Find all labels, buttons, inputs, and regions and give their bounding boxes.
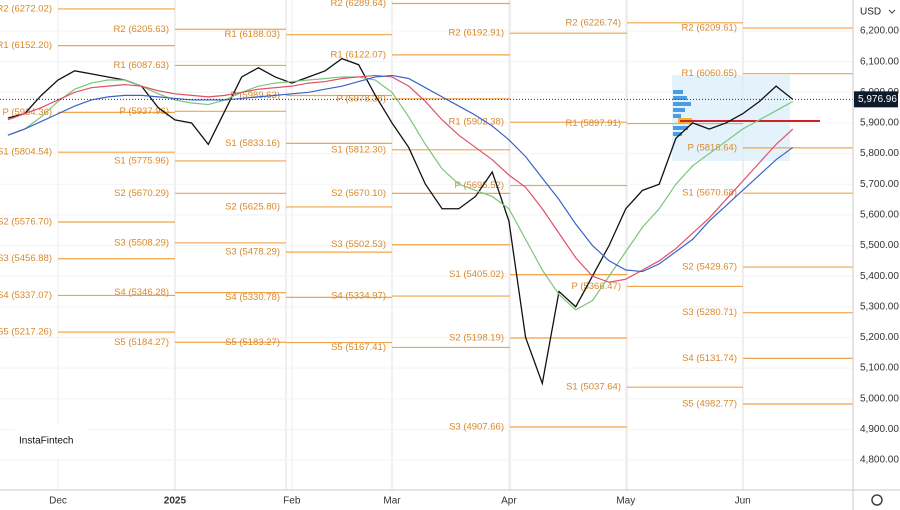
pivot-label: S3 (5508.29) bbox=[114, 237, 169, 248]
pivot-label: R1 (6060.65) bbox=[682, 68, 737, 79]
currency-caret[interactable] bbox=[888, 9, 896, 14]
pivot-label: S2 (5625.80) bbox=[225, 201, 280, 212]
y-tick-label: 6,100.00 bbox=[860, 56, 899, 67]
pivot-label: S1 (5775.96) bbox=[114, 155, 169, 166]
x-tick-label: Apr bbox=[501, 496, 517, 507]
profile-bar bbox=[673, 102, 691, 106]
last-price-box bbox=[854, 91, 898, 108]
pivot-label: P (5989.63) bbox=[231, 90, 280, 101]
pivot-label: S3 (4907.66) bbox=[449, 422, 504, 433]
last-price-label: 5,976.96 bbox=[858, 94, 897, 105]
x-tick-label: Mar bbox=[383, 496, 401, 507]
pivot-label: S5 (5183.27) bbox=[225, 337, 280, 348]
y-tick-label: 4,800.00 bbox=[860, 455, 899, 466]
pivot-label: P (5937.96) bbox=[120, 106, 169, 117]
y-tick-label: 5,900.00 bbox=[860, 118, 899, 129]
pivot-label: R1 (5897.91) bbox=[566, 118, 621, 129]
brand-box bbox=[14, 424, 88, 458]
pivot-levels: R2 (6272.02)R1 (6152.20)P (5934.36)S1 (5… bbox=[0, 0, 853, 433]
pivot-label: R2 (6209.61) bbox=[682, 23, 737, 34]
y-tick-label: 5,600.00 bbox=[860, 209, 899, 220]
pivot-label: S1 (5037.64) bbox=[566, 382, 621, 393]
pivot-label: S4 (5330.78) bbox=[225, 292, 280, 303]
pivot-label: S4 (5346.28) bbox=[114, 287, 169, 298]
pivot-label: S5 (5184.27) bbox=[114, 337, 169, 348]
moving-average bbox=[7, 74, 794, 273]
x-tick-label: 2025 bbox=[164, 496, 187, 507]
pivot-label: S3 (5280.71) bbox=[682, 307, 737, 318]
pivot-label: S2 (5670.10) bbox=[331, 188, 386, 199]
pivot-label: S5 (5167.41) bbox=[331, 342, 386, 353]
pivot-label: S2 (5198.19) bbox=[449, 332, 504, 343]
pivot-label: R2 (6226.74) bbox=[566, 17, 621, 28]
pivot-label: S4 (5131.74) bbox=[682, 353, 737, 364]
profile-bar bbox=[673, 90, 683, 94]
profile-bar bbox=[673, 132, 682, 136]
x-tick-label: Feb bbox=[283, 496, 301, 507]
profile-bar bbox=[673, 126, 688, 130]
profile-bar bbox=[673, 96, 687, 100]
currency[interactable]: USD bbox=[860, 7, 881, 18]
moving-average bbox=[7, 76, 794, 311]
pivot-label: R2 (6192.91) bbox=[449, 28, 504, 39]
profile-bar bbox=[673, 108, 685, 112]
pivot-label: P (5695.52) bbox=[455, 180, 504, 191]
pivot-label: P (5366.47) bbox=[572, 281, 621, 292]
pivot-label: P (5978.38) bbox=[337, 93, 386, 104]
pivot-label: S4 (5337.07) bbox=[0, 290, 52, 301]
y-tick-label: 5,100.00 bbox=[860, 363, 899, 374]
plot bbox=[0, 57, 853, 386]
pivot-label: R1 (6122.07) bbox=[331, 49, 386, 60]
pivot-label: S3 (5502.53) bbox=[331, 239, 386, 250]
pivot-label: S2 (5576.70) bbox=[0, 217, 52, 228]
x-tick-label: May bbox=[616, 496, 635, 507]
pivot-label: R2 (6272.02) bbox=[0, 3, 52, 14]
pivot-label: S1 (5833.16) bbox=[225, 138, 280, 149]
y-tick-label: 5,400.00 bbox=[860, 271, 899, 282]
y-tick-label: 5,800.00 bbox=[860, 148, 899, 159]
pivot-label: S5 (4982.77) bbox=[682, 399, 737, 410]
pivot-label: S3 (5478.29) bbox=[225, 247, 280, 258]
y-tick-label: 5,300.00 bbox=[860, 301, 899, 312]
pivot-label: S5 (5217.26) bbox=[0, 327, 52, 338]
pivot-label: S4 (5334.97) bbox=[331, 291, 386, 302]
x-tick-label: Dec bbox=[49, 496, 67, 507]
y-tick-label: 5,000.00 bbox=[860, 393, 899, 404]
y-tick-label: 6,200.00 bbox=[860, 26, 899, 37]
settings-icon[interactable] bbox=[871, 494, 883, 506]
y-tick-label: 5,700.00 bbox=[860, 179, 899, 190]
pivot-label: S3 (5456.88) bbox=[0, 253, 52, 264]
y-tick-label: 4,900.00 bbox=[860, 424, 899, 435]
pivot-label: R1 (5902.38) bbox=[449, 117, 504, 128]
pivot-label: R1 (6152.20) bbox=[0, 40, 52, 51]
profile-bar bbox=[673, 114, 681, 118]
pivot-label: P (5818.64) bbox=[688, 142, 737, 153]
y-tick-label: 5,200.00 bbox=[860, 332, 899, 343]
moving-average bbox=[7, 74, 794, 283]
pivot-label: S2 (5670.29) bbox=[114, 188, 169, 199]
pivot-label: S2 (5429.67) bbox=[682, 262, 737, 273]
pivot-label: R1 (6087.63) bbox=[114, 60, 169, 71]
pivot-label: S1 (5812.30) bbox=[331, 144, 386, 155]
x-tick-label: Jun bbox=[735, 496, 751, 507]
pivot-label: R1 (6188.03) bbox=[225, 29, 280, 40]
pivot-label: R2 (6205.63) bbox=[114, 24, 169, 35]
pivot-label: R2 (6289.64) bbox=[331, 0, 386, 9]
pivot-label: S1 (5405.02) bbox=[449, 269, 504, 280]
pivot-label: S1 (5670.68) bbox=[682, 188, 737, 199]
pivot-label: S1 (5804.54) bbox=[0, 147, 52, 158]
brand: InstaFintech bbox=[19, 436, 73, 447]
y-tick-label: 5,500.00 bbox=[860, 240, 899, 251]
